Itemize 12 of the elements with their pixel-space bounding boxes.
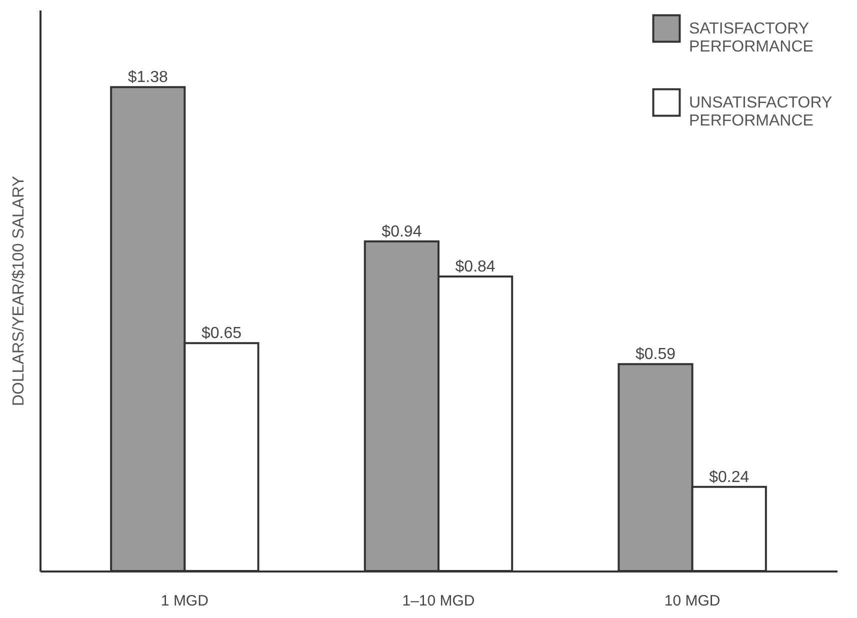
- data-label: $1.38: [128, 69, 168, 86]
- data-label: $0.24: [709, 468, 750, 486]
- x-tick-label: 1 MGD: [160, 592, 209, 610]
- data-label: $0.94: [382, 223, 422, 240]
- legend-label: UNSATISFACTORY PERFORMANCE: [689, 94, 832, 130]
- x-tick-label: 1–10 MGD: [402, 592, 475, 610]
- data-label: $0.59: [635, 346, 676, 364]
- legend-label: SATISFACTORY PERFORMANCE: [689, 20, 814, 56]
- data-label: $0.65: [201, 325, 242, 342]
- data-label: $0.84: [455, 258, 496, 276]
- x-tick-label: 10 MGD: [664, 592, 720, 610]
- y-axis-title: DOLLARS/YEAR/$100 SALARY: [10, 176, 28, 406]
